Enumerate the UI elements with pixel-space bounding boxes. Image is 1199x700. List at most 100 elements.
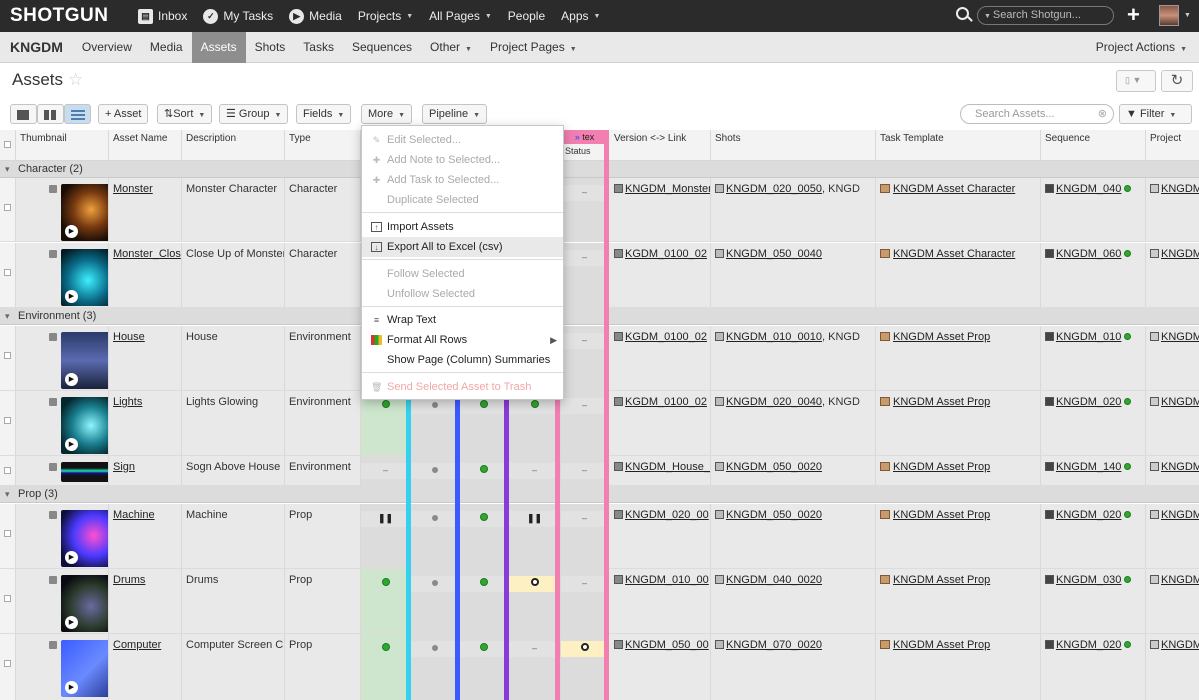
search-icon[interactable]	[956, 7, 969, 20]
asset-name-link[interactable]: Drums	[113, 574, 146, 586]
group-header[interactable]: Prop (3)	[0, 486, 1199, 503]
table-row[interactable]: ▶ Computer Computer Screen Cl Prop – KNGDM_05…	[0, 634, 1199, 700]
sequence-link[interactable]: KNGDM_020	[1056, 509, 1122, 521]
version-link[interactable]: KNGDM_House_\	[625, 461, 711, 473]
sequence-link[interactable]: KNGDM_060	[1056, 248, 1122, 260]
group-header[interactable]: Character (2)	[0, 161, 1199, 178]
pipeline-status-cell[interactable]	[459, 456, 509, 485]
version-link[interactable]: KNGDM_020_00	[625, 509, 709, 521]
col-shots[interactable]: Shots	[711, 130, 876, 161]
play-icon[interactable]: ▶	[65, 616, 78, 629]
pipeline-status-cell[interactable]	[361, 634, 411, 700]
description-cell[interactable]: Sogn Above House	[182, 456, 285, 485]
shots-more[interactable]: , KNGD	[822, 331, 860, 343]
col-sequence[interactable]: Sequence	[1041, 130, 1146, 161]
pipeline-status-cell[interactable]	[459, 634, 509, 700]
asset-thumbnail[interactable]: ▶	[61, 332, 108, 389]
pipeline-button[interactable]: Pipeline ▼	[422, 104, 488, 124]
menu-export-csv[interactable]: ↓ Export All to Excel (csv)	[362, 237, 563, 257]
pipeline-status-cell[interactable]	[411, 504, 459, 568]
table-row[interactable]: ▶ Machine Machine Prop ❚❚ ❚❚ – KNGDM_020_00 KNGD…	[0, 504, 1199, 569]
shotgun-logo[interactable]: SHOTGUN	[10, 5, 109, 26]
pipeline-status-cell[interactable]	[459, 504, 509, 568]
sequence-link[interactable]: KNGDM_020	[1056, 639, 1122, 651]
pipeline-status-cell[interactable]: –	[561, 178, 609, 241]
project-link[interactable]: KNGDM	[1161, 396, 1199, 408]
row-checkbox[interactable]	[4, 269, 11, 276]
col-description[interactable]: Description	[182, 130, 285, 161]
col-project[interactable]: Project	[1146, 130, 1199, 161]
tab-tasks[interactable]: Tasks	[303, 39, 334, 54]
select-all-checkbox[interactable]	[4, 141, 11, 148]
pipeline-status-cell[interactable]: –	[561, 326, 609, 390]
row-checkbox[interactable]	[4, 204, 11, 211]
table-row[interactable]: Sign Sogn Above House Environment – – – KNGDM_…	[0, 456, 1199, 486]
pipeline-status-cell[interactable]: –	[561, 504, 609, 568]
asset-name-link[interactable]: Lights	[113, 396, 143, 408]
asset-name-link[interactable]: Machine	[113, 509, 155, 521]
version-link[interactable]: KNGDM_Monster	[625, 183, 711, 195]
col-thumbnail[interactable]: Thumbnail	[16, 130, 109, 161]
task-template-link[interactable]: KNGDM Asset Prop	[893, 331, 991, 343]
pipeline-status-cell[interactable]: ❚❚	[361, 504, 411, 568]
menu-duplicate[interactable]: Duplicate Selected	[387, 194, 479, 206]
menu-add-note[interactable]: ✚ Add Note to Selected...	[372, 154, 501, 166]
task-template-link[interactable]: KNGDM Asset Prop	[893, 461, 991, 473]
shots-more[interactable]: , KNGD	[822, 183, 860, 195]
type-cell[interactable]: Prop	[285, 504, 361, 568]
menu-unfollow[interactable]: Unfollow Selected	[387, 288, 476, 300]
col-tex-status[interactable]: » tex Status	[561, 130, 609, 161]
version-link[interactable]: KGDM_0100_02	[625, 331, 707, 343]
pipeline-status-cell[interactable]: –	[561, 243, 609, 307]
type-cell[interactable]: Environment	[285, 391, 361, 455]
pipeline-status-cell[interactable]: –	[561, 456, 609, 485]
pipeline-status-cell[interactable]: ❚❚	[509, 504, 561, 568]
nav-my-tasks[interactable]: ✓ My Tasks	[195, 0, 281, 32]
shot-link[interactable]: KNGDM_070_0020	[726, 639, 823, 651]
chevron-down-icon[interactable]: ▼	[1184, 12, 1191, 19]
nav-apps[interactable]: Apps ▼	[561, 9, 601, 23]
play-icon[interactable]: ▶	[65, 681, 78, 694]
asset-name-link[interactable]: House	[113, 331, 145, 343]
project-link[interactable]: KNGDM	[1161, 461, 1199, 473]
asset-thumbnail[interactable]: ▶	[61, 575, 108, 632]
task-template-link[interactable]: KNGDM Asset Character	[893, 248, 1016, 260]
project-link[interactable]: KNGDM	[1161, 331, 1199, 343]
shot-link[interactable]: KNGDM_040_0020	[726, 574, 823, 586]
col-task-template[interactable]: Task Template	[876, 130, 1041, 161]
tab-media[interactable]: Media	[149, 39, 183, 54]
add-icon[interactable]: +	[1127, 2, 1140, 27]
menu-follow[interactable]: Follow Selected	[387, 268, 465, 280]
project-link[interactable]: KNGDM	[1161, 183, 1199, 195]
tab-project-pages[interactable]: Project Pages ▼	[489, 39, 577, 54]
type-cell[interactable]: Environment	[285, 326, 361, 390]
play-icon[interactable]: ▶	[65, 373, 78, 386]
col-asset-name[interactable]: Asset Name	[109, 130, 182, 161]
select-all-column[interactable]	[0, 130, 16, 161]
nav-projects[interactable]: Projects ▼	[357, 9, 414, 23]
project-link[interactable]: KNGDM	[1161, 248, 1199, 260]
menu-wrap-text[interactable]: ≡ Wrap Text	[362, 310, 563, 330]
description-cell[interactable]: Monster Character	[182, 178, 285, 241]
pipeline-status-cell[interactable]: –	[561, 569, 609, 633]
table-row[interactable]: ▶ Lights Lights Glowing Environment – KGDM_01…	[0, 391, 1199, 456]
shot-link[interactable]: KNGDM_020_0050	[726, 183, 823, 195]
asset-name-link[interactable]: Sign	[113, 461, 136, 473]
sequence-link[interactable]: KNGDM_030	[1056, 574, 1122, 586]
play-icon[interactable]: ▶	[65, 225, 78, 238]
view-filmstrip-button[interactable]	[10, 104, 37, 124]
row-select-cell[interactable]	[0, 243, 16, 307]
tab-overview[interactable]: Overview	[81, 39, 132, 54]
pipeline-status-cell[interactable]: –	[561, 391, 609, 455]
shot-link[interactable]: KNGDM_010_0010	[726, 331, 823, 343]
pipeline-status-cell[interactable]: –	[509, 634, 561, 700]
table-row[interactable]: ▶ Monster_Clos Close Up of Monster Characte…	[0, 243, 1199, 308]
add-asset-button[interactable]: + Asset	[98, 104, 149, 124]
avatar[interactable]	[1159, 5, 1179, 26]
page-settings-button[interactable]: ▯ ▼	[1116, 70, 1156, 92]
row-checkbox[interactable]	[4, 595, 11, 602]
type-cell[interactable]: Prop	[285, 569, 361, 633]
favorite-star-icon[interactable]: ☆	[68, 70, 84, 89]
asset-thumbnail[interactable]: ▶	[61, 397, 108, 454]
menu-add-task[interactable]: ✚ Add Task to Selected...	[372, 174, 500, 186]
